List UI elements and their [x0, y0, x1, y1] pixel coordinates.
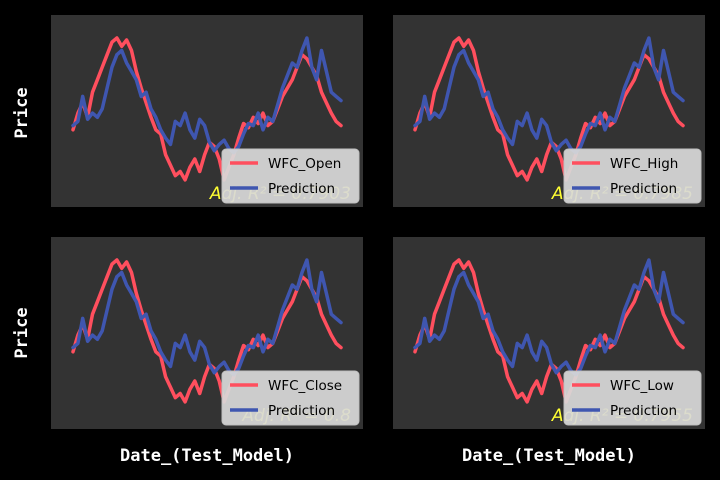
legend: WFC_Open Prediction: [221, 148, 360, 204]
legend-label: Prediction: [268, 181, 335, 197]
col-2-xlabel: Date_(Test_Model): [462, 446, 636, 466]
series-line-prediction: [413, 258, 685, 377]
series-line-prediction: [71, 36, 343, 155]
series-line-actual: [71, 36, 343, 182]
col-1-xlabel: Date_(Test_Model): [120, 446, 294, 466]
legend-label: WFC_Low: [610, 378, 674, 394]
legend-label: Prediction: [268, 403, 335, 419]
series-line-actual: [71, 258, 343, 404]
row-1-ylabel: Price: [12, 87, 32, 138]
legend-label: WFC_Close: [268, 378, 342, 394]
legend-label: Prediction: [610, 181, 677, 197]
legend-label: WFC_High: [610, 156, 678, 172]
legend-label: WFC_Open: [268, 156, 341, 172]
series-line-prediction: [71, 258, 343, 377]
series-line-actual: [413, 36, 685, 182]
legend: WFC_Close Prediction: [221, 370, 360, 426]
legend-label: Prediction: [610, 403, 677, 419]
series-line-actual: [413, 258, 685, 404]
legend: WFC_Low Prediction: [563, 370, 702, 426]
row-2-ylabel: Price: [12, 307, 32, 358]
series-line-prediction: [413, 36, 685, 155]
legend: WFC_High Prediction: [563, 148, 702, 204]
